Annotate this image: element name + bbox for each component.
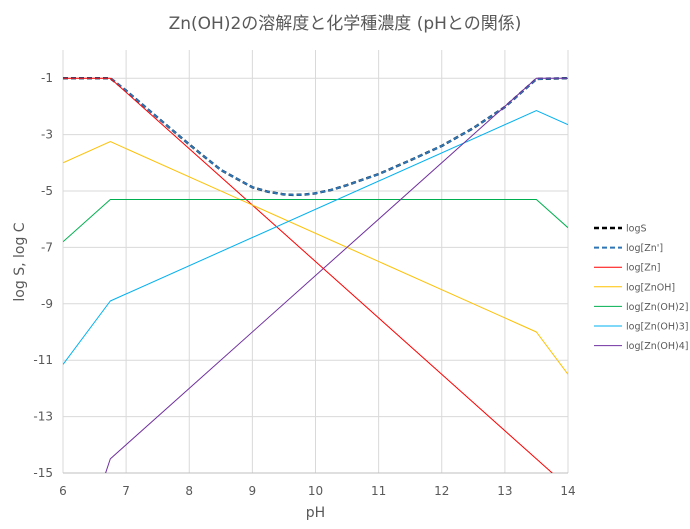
legend-label: log[Zn(OH)3] (626, 322, 689, 333)
x-tick-labels: 6 7 8 9 10 11 12 13 14 (59, 484, 575, 498)
y-tick-label: -11 (33, 353, 53, 367)
legend-label: log[Zn(OH)4] (626, 341, 689, 352)
y-tick-label: -13 (33, 410, 53, 424)
legend-label: logS (626, 224, 647, 235)
x-tick-label: 10 (308, 484, 323, 498)
y-tick-label: -3 (41, 128, 53, 142)
x-axis-label: pH (305, 505, 326, 521)
legend-label: log[Zn'] (626, 243, 663, 254)
legend: logS log[Zn'] log[Zn] log[ZnOH] log[Zn(OH)2]… (594, 224, 689, 352)
series-line-6 (105, 77, 568, 473)
x-tick-label: 6 (59, 484, 67, 498)
x-tick-label: 13 (497, 484, 512, 498)
legend-label: log[Zn] (626, 263, 660, 274)
series-line-1 (63, 77, 568, 196)
series-line-4 (63, 199, 568, 243)
series-line-3 (63, 141, 568, 375)
y-tick-label: -5 (41, 184, 53, 198)
x-tick-label: 9 (249, 484, 257, 498)
y-tick-label: -1 (41, 71, 53, 85)
y-tick-labels: -1 -3 -5 -7 -9 -11 -13 -15 (33, 71, 53, 480)
x-tick-label: 11 (371, 484, 386, 498)
legend-label: log[Zn(OH)2] (626, 302, 689, 313)
y-tick-label: -15 (33, 466, 53, 480)
y-axis-label: log S, log C (12, 222, 28, 302)
x-tick-label: 7 (122, 484, 130, 498)
x-tick-label: 12 (434, 484, 449, 498)
series-lines (63, 76, 568, 473)
y-tick-label: -9 (41, 297, 53, 311)
series-line-5 (63, 110, 568, 365)
y-tick-label: -7 (41, 240, 53, 254)
x-tick-label: 8 (185, 484, 193, 498)
x-tick-label: 14 (560, 484, 575, 498)
chart-title: Zn(OH)2の溶解度と化学種濃度 (pHとの関係) (168, 14, 522, 34)
legend-label: log[ZnOH] (626, 282, 675, 293)
